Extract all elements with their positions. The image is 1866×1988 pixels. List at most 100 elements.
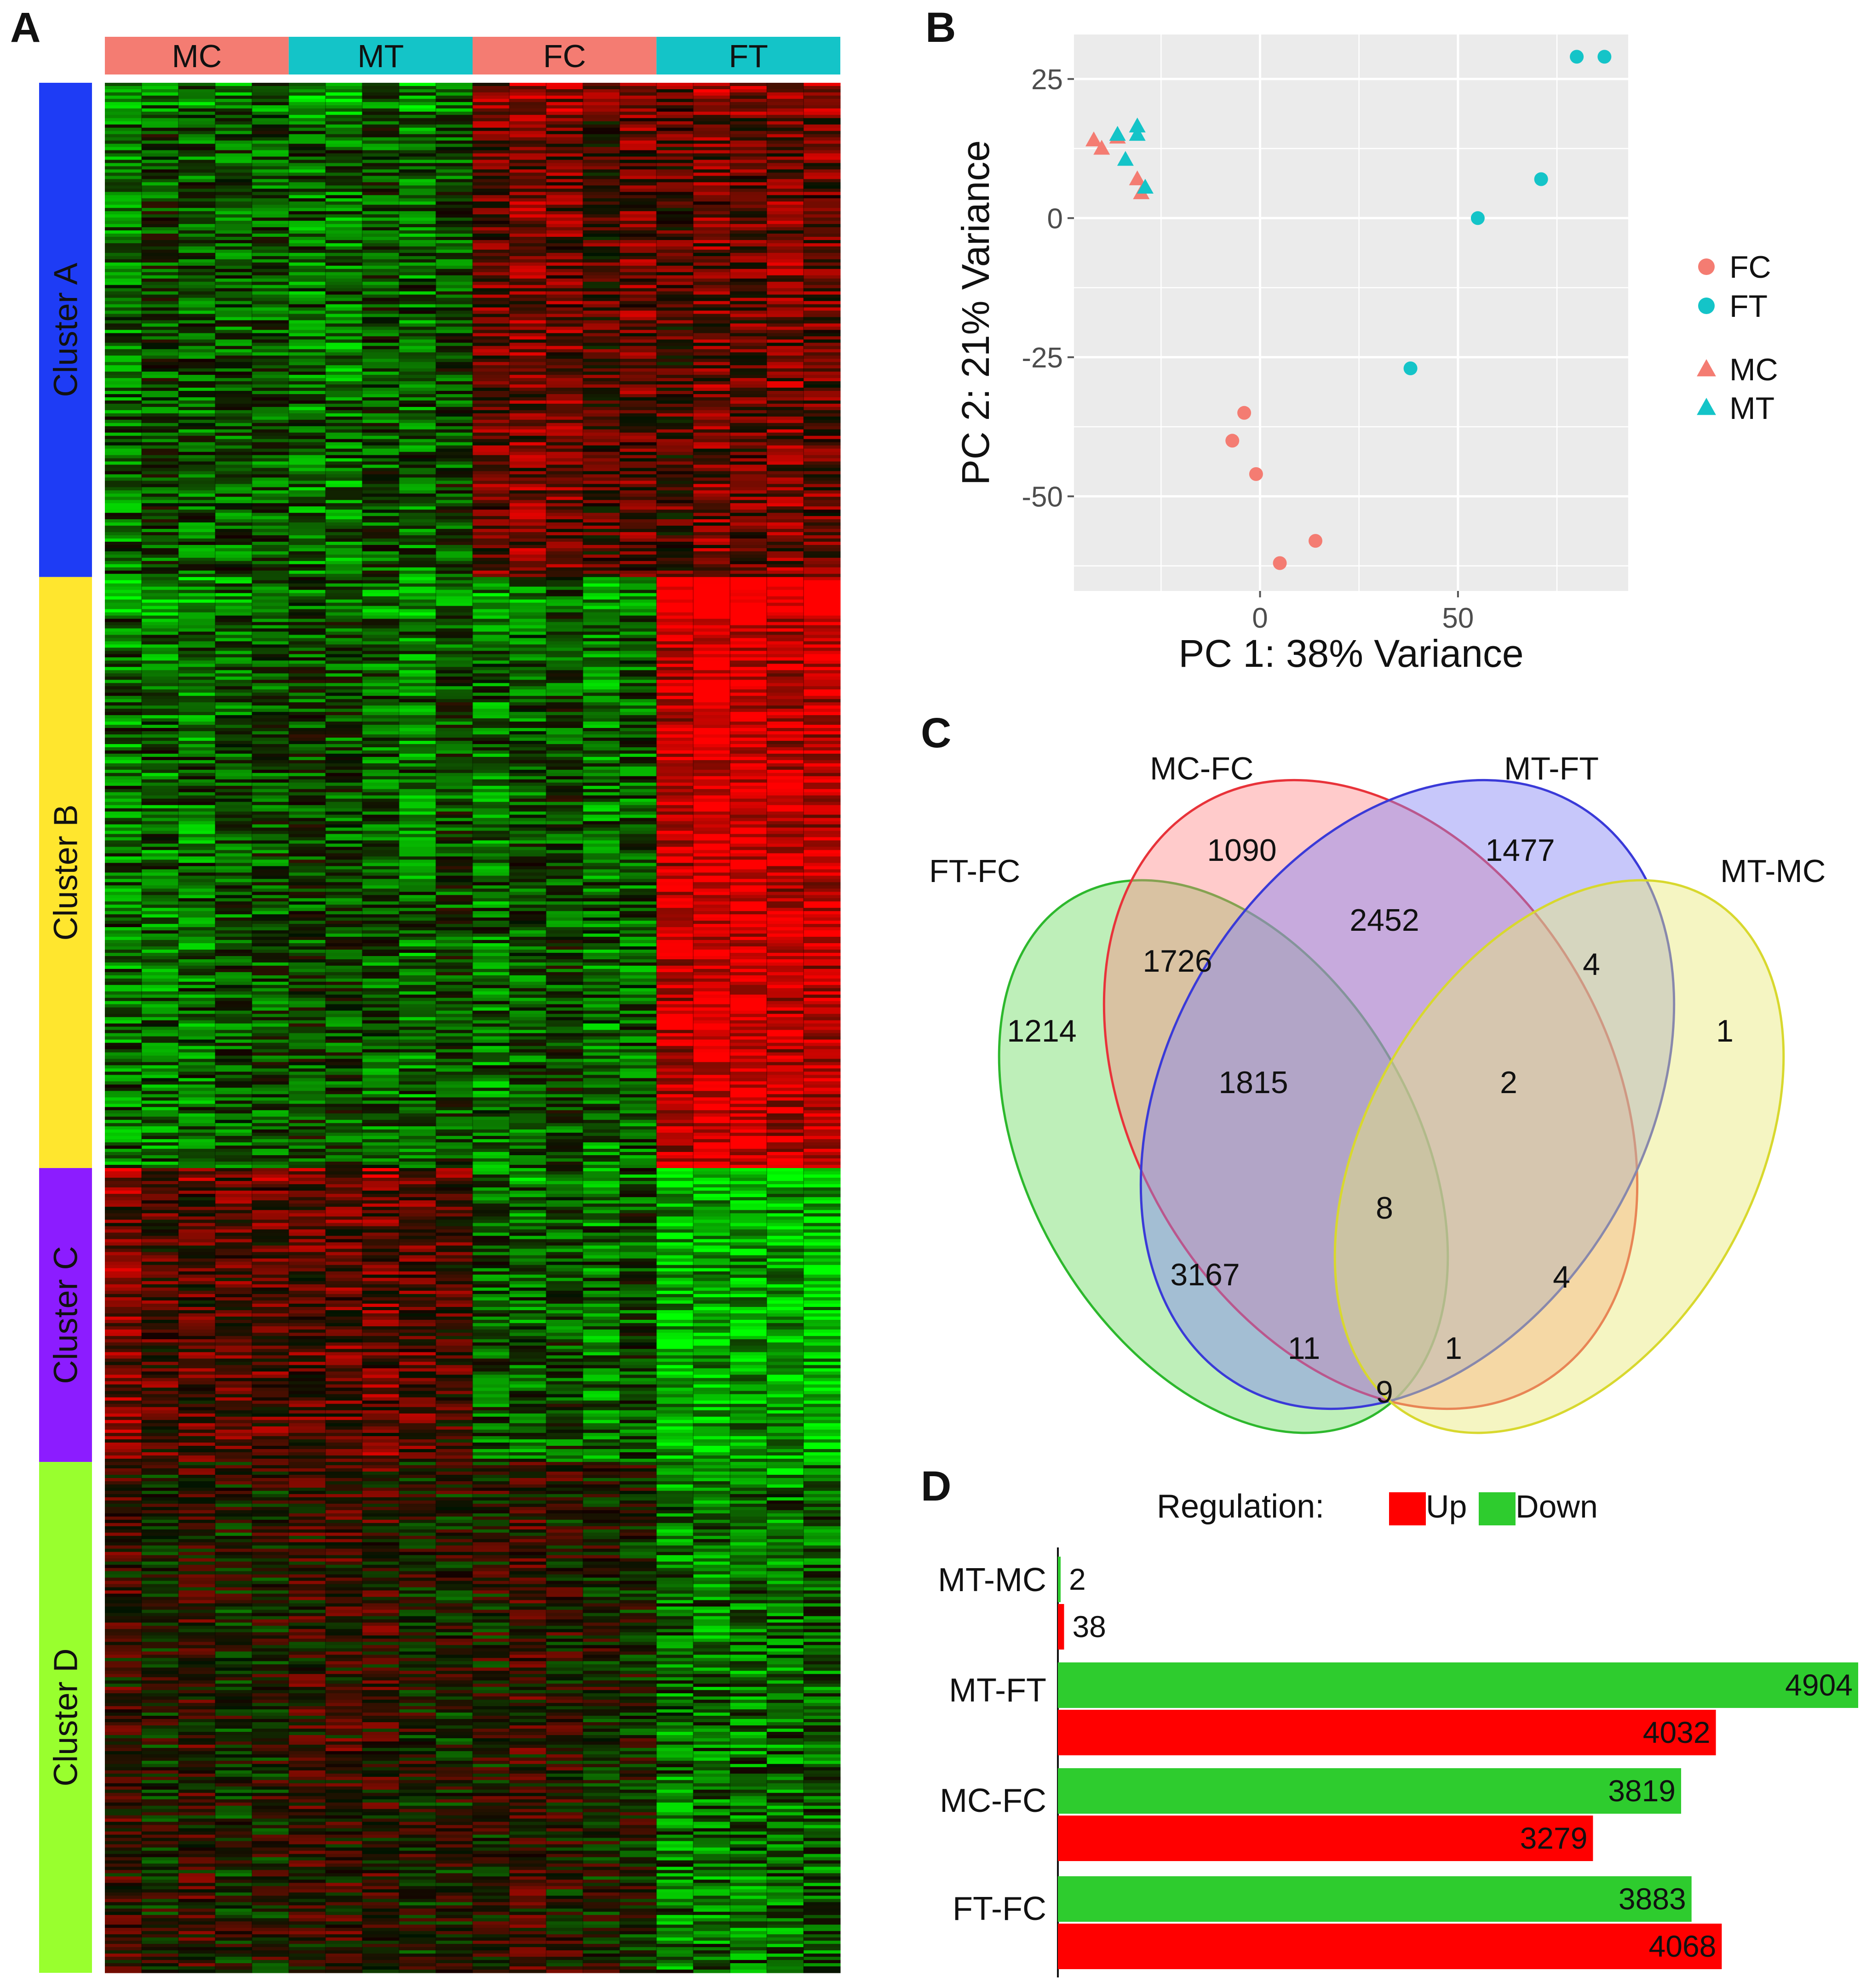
data-point-mt bbox=[1109, 126, 1126, 141]
venn-region-count: 9 bbox=[1376, 1375, 1393, 1409]
y-tick-label: -25 bbox=[1022, 342, 1063, 374]
heatmap-group-header bbox=[105, 37, 289, 74]
legend-label: FT bbox=[1729, 289, 1768, 324]
legend-label: Up bbox=[1426, 1489, 1467, 1524]
cluster-sidebar-bar bbox=[39, 1462, 92, 1973]
heatmap-group-header bbox=[656, 37, 840, 74]
venn-region-count: 2 bbox=[1500, 1065, 1517, 1100]
venn-set-label: MT-FT bbox=[1504, 751, 1599, 786]
venn-set-label: MC-FC bbox=[1150, 751, 1253, 786]
data-point-ft bbox=[1597, 50, 1612, 64]
venn-set-mc-fc bbox=[1102, 779, 1639, 1410]
bar-value-label: 38 bbox=[1072, 1610, 1106, 1644]
category-label: MC-FC bbox=[940, 1782, 1046, 1819]
bar-value-label: 4032 bbox=[1643, 1715, 1711, 1749]
data-point-fc bbox=[1237, 406, 1252, 420]
bar-up bbox=[1058, 1924, 1722, 1969]
data-point-fc bbox=[1249, 467, 1263, 481]
cluster-label: Cluster D bbox=[48, 1649, 85, 1787]
cluster-label: Cluster C bbox=[48, 1246, 85, 1384]
cluster-sidebar-bar bbox=[39, 83, 92, 577]
legend-marker bbox=[1698, 298, 1715, 314]
venn-region-count: 4 bbox=[1583, 947, 1600, 982]
heatmap-group-header bbox=[472, 37, 657, 74]
venn-region-count: 1726 bbox=[1143, 944, 1212, 979]
legend-swatch-down bbox=[1479, 1492, 1516, 1525]
data-point-mt bbox=[1129, 117, 1146, 132]
heatmap-cluster-cells bbox=[105, 1462, 841, 1973]
venn-region-count: 8 bbox=[1376, 1191, 1393, 1226]
bar-chart-panel: Regulation: Up Down MT-MC 2 38 MT-FT 4904 4032 MC… bbox=[938, 1488, 1858, 1977]
data-point-mc bbox=[1093, 140, 1110, 155]
bar-up bbox=[1058, 1816, 1593, 1861]
data-point-ft bbox=[1570, 50, 1584, 64]
panel-label-d: D bbox=[921, 1463, 952, 1510]
data-point-mt bbox=[1129, 126, 1146, 141]
heatmap-group-label: FC bbox=[543, 38, 586, 74]
heatmap-panel: MC MT FC FT Cluster A Cluster B Cluster C Clust… bbox=[39, 37, 841, 1973]
bar-value-label: 3883 bbox=[1619, 1882, 1686, 1916]
x-tick-label: 0 bbox=[1252, 602, 1268, 634]
category-label: MT-FT bbox=[949, 1672, 1046, 1709]
cluster-label: Cluster B bbox=[48, 804, 85, 940]
heatmap-cluster-cells bbox=[105, 83, 841, 578]
bar-up bbox=[1058, 1604, 1064, 1650]
venn-diagram-panel: FT-FC MC-FC MT-FT MT-MC 1214 1090 1477 1 1726 245… bbox=[929, 751, 1826, 1434]
plot-background bbox=[1074, 34, 1628, 591]
bar-down bbox=[1058, 1557, 1061, 1602]
venn-region-count: 1 bbox=[1716, 1014, 1734, 1048]
data-point-ft bbox=[1534, 172, 1548, 186]
bar-value-label: 4068 bbox=[1649, 1929, 1717, 1963]
venn-set-mt-mc bbox=[1333, 879, 1785, 1434]
venn-region-count: 3167 bbox=[1170, 1257, 1240, 1292]
bar-value-label: 3279 bbox=[1520, 1821, 1588, 1855]
x-axis-title: PC 1: 38% Variance bbox=[1178, 632, 1523, 675]
heatmap-group-label: MC bbox=[172, 38, 222, 74]
legend-label: FC bbox=[1729, 250, 1771, 285]
venn-region-count: 4 bbox=[1553, 1260, 1570, 1295]
data-point-fc bbox=[1309, 534, 1323, 548]
data-point-fc bbox=[1273, 556, 1287, 570]
venn-set-label: FT-FC bbox=[929, 853, 1020, 889]
cluster-sidebar-bar bbox=[39, 1168, 92, 1462]
y-tick-label: 25 bbox=[1031, 64, 1063, 96]
bar-down bbox=[1058, 1876, 1692, 1922]
data-point-ft bbox=[1470, 211, 1485, 225]
venn-region-count: 1214 bbox=[1007, 1014, 1076, 1048]
legend-title: Regulation: bbox=[1157, 1488, 1324, 1525]
panel-label-b: B bbox=[925, 4, 956, 51]
bar-value-label: 3819 bbox=[1608, 1774, 1676, 1808]
heatmap-group-label: FT bbox=[729, 38, 768, 74]
venn-region-count: 1815 bbox=[1218, 1065, 1288, 1100]
heatmap-group-header bbox=[288, 37, 473, 74]
cluster-sidebar-bar bbox=[39, 577, 92, 1168]
legend-swatch-up bbox=[1389, 1492, 1426, 1525]
heatmap-group-label: MT bbox=[357, 38, 404, 74]
venn-set-label: MT-MC bbox=[1720, 853, 1826, 889]
x-tick-label: 50 bbox=[1442, 602, 1474, 634]
legend-marker bbox=[1697, 398, 1716, 415]
category-label: FT-FC bbox=[953, 1891, 1046, 1927]
legend-marker bbox=[1698, 258, 1715, 275]
bar-down bbox=[1058, 1768, 1682, 1814]
data-point-mt bbox=[1117, 151, 1134, 166]
data-point-mt bbox=[1137, 178, 1154, 194]
category-label: MT-MC bbox=[938, 1562, 1046, 1598]
data-point-mc bbox=[1085, 131, 1102, 147]
bar-value-label: 4904 bbox=[1785, 1668, 1853, 1702]
legend-marker bbox=[1697, 359, 1716, 377]
venn-set-mt-ft bbox=[1139, 779, 1676, 1410]
data-point-fc bbox=[1225, 434, 1240, 448]
y-tick-label: -50 bbox=[1022, 481, 1063, 513]
venn-region-count: 2452 bbox=[1349, 903, 1419, 938]
data-point-ft bbox=[1403, 361, 1418, 375]
venn-region-count: 1090 bbox=[1207, 833, 1276, 868]
cluster-label: Cluster A bbox=[48, 263, 85, 397]
y-axis-title: PC 2: 21% Variance bbox=[954, 140, 997, 485]
venn-region-count: 1477 bbox=[1485, 833, 1555, 868]
panel-label-c: C bbox=[921, 710, 952, 756]
bar-value-label: 2 bbox=[1069, 1562, 1086, 1596]
legend-label: Down bbox=[1516, 1489, 1598, 1524]
